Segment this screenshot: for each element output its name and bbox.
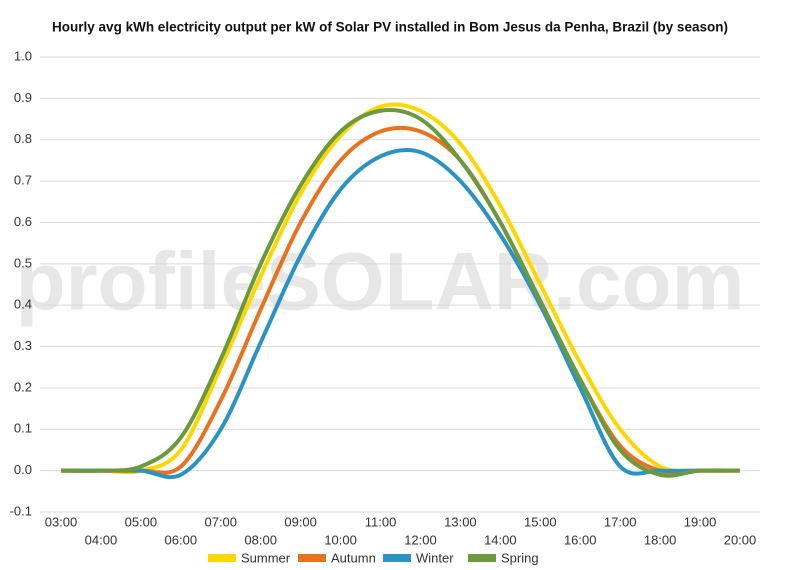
x-tick-label: 11:00 (365, 514, 397, 529)
y-tick-label: 1.0 (14, 48, 32, 63)
chart-title: Hourly avg kWh electricity output per kW… (52, 20, 728, 35)
x-tick-label: 14:00 (484, 532, 517, 547)
x-tick-label: 13:00 (444, 514, 477, 529)
series-line (60, 125, 740, 475)
watermark: profileSOLAR.com (16, 237, 745, 328)
legend-label: Autumn (331, 550, 376, 565)
y-tick-label: 0.0 (14, 462, 32, 477)
legend-swatch (208, 554, 236, 562)
y-tick-label: 0.2 (14, 379, 32, 394)
x-tick-label: 18:00 (644, 532, 677, 547)
legend-swatch (468, 554, 496, 562)
y-tick-label: 0.9 (14, 90, 32, 105)
series-line (60, 102, 741, 475)
y-tick-label: 0.4 (14, 297, 32, 312)
legend-swatch (383, 554, 411, 562)
x-tick-label: 12:00 (404, 532, 437, 547)
series-line (60, 108, 741, 478)
legend-label: Spring (501, 550, 539, 565)
y-tick-label: 0.6 (14, 214, 32, 229)
x-tick-label: 17:00 (604, 514, 637, 529)
x-tick-label: 15:00 (524, 514, 557, 529)
y-tick-label: 0.1 (14, 421, 32, 436)
legend-swatch (298, 554, 326, 562)
x-tick-label: 09:00 (284, 514, 317, 529)
legend-label: Winter (416, 550, 454, 565)
x-tick-label: 16:00 (564, 532, 597, 547)
x-tick-label: 08:00 (244, 532, 277, 547)
x-tick-label: 06:00 (165, 532, 198, 547)
x-tick-label: 20:00 (724, 532, 757, 547)
y-tick-label: 0.7 (14, 173, 32, 188)
y-tick-label: 0.5 (14, 255, 32, 270)
y-tick-label: 0.3 (14, 338, 32, 353)
x-tick-label: 05:00 (125, 514, 158, 529)
x-tick-label: 07:00 (204, 514, 237, 529)
x-tick-label: 10:00 (324, 532, 357, 547)
series-line (60, 147, 740, 480)
y-tick-label: 0.8 (14, 131, 32, 146)
legend-label: Summer (241, 550, 291, 565)
y-tick-label: -0.1 (10, 503, 32, 518)
x-tick-label: 03:00 (45, 514, 78, 529)
x-tick-label: 04:00 (85, 532, 118, 547)
x-tick-label: 19:00 (684, 514, 717, 529)
